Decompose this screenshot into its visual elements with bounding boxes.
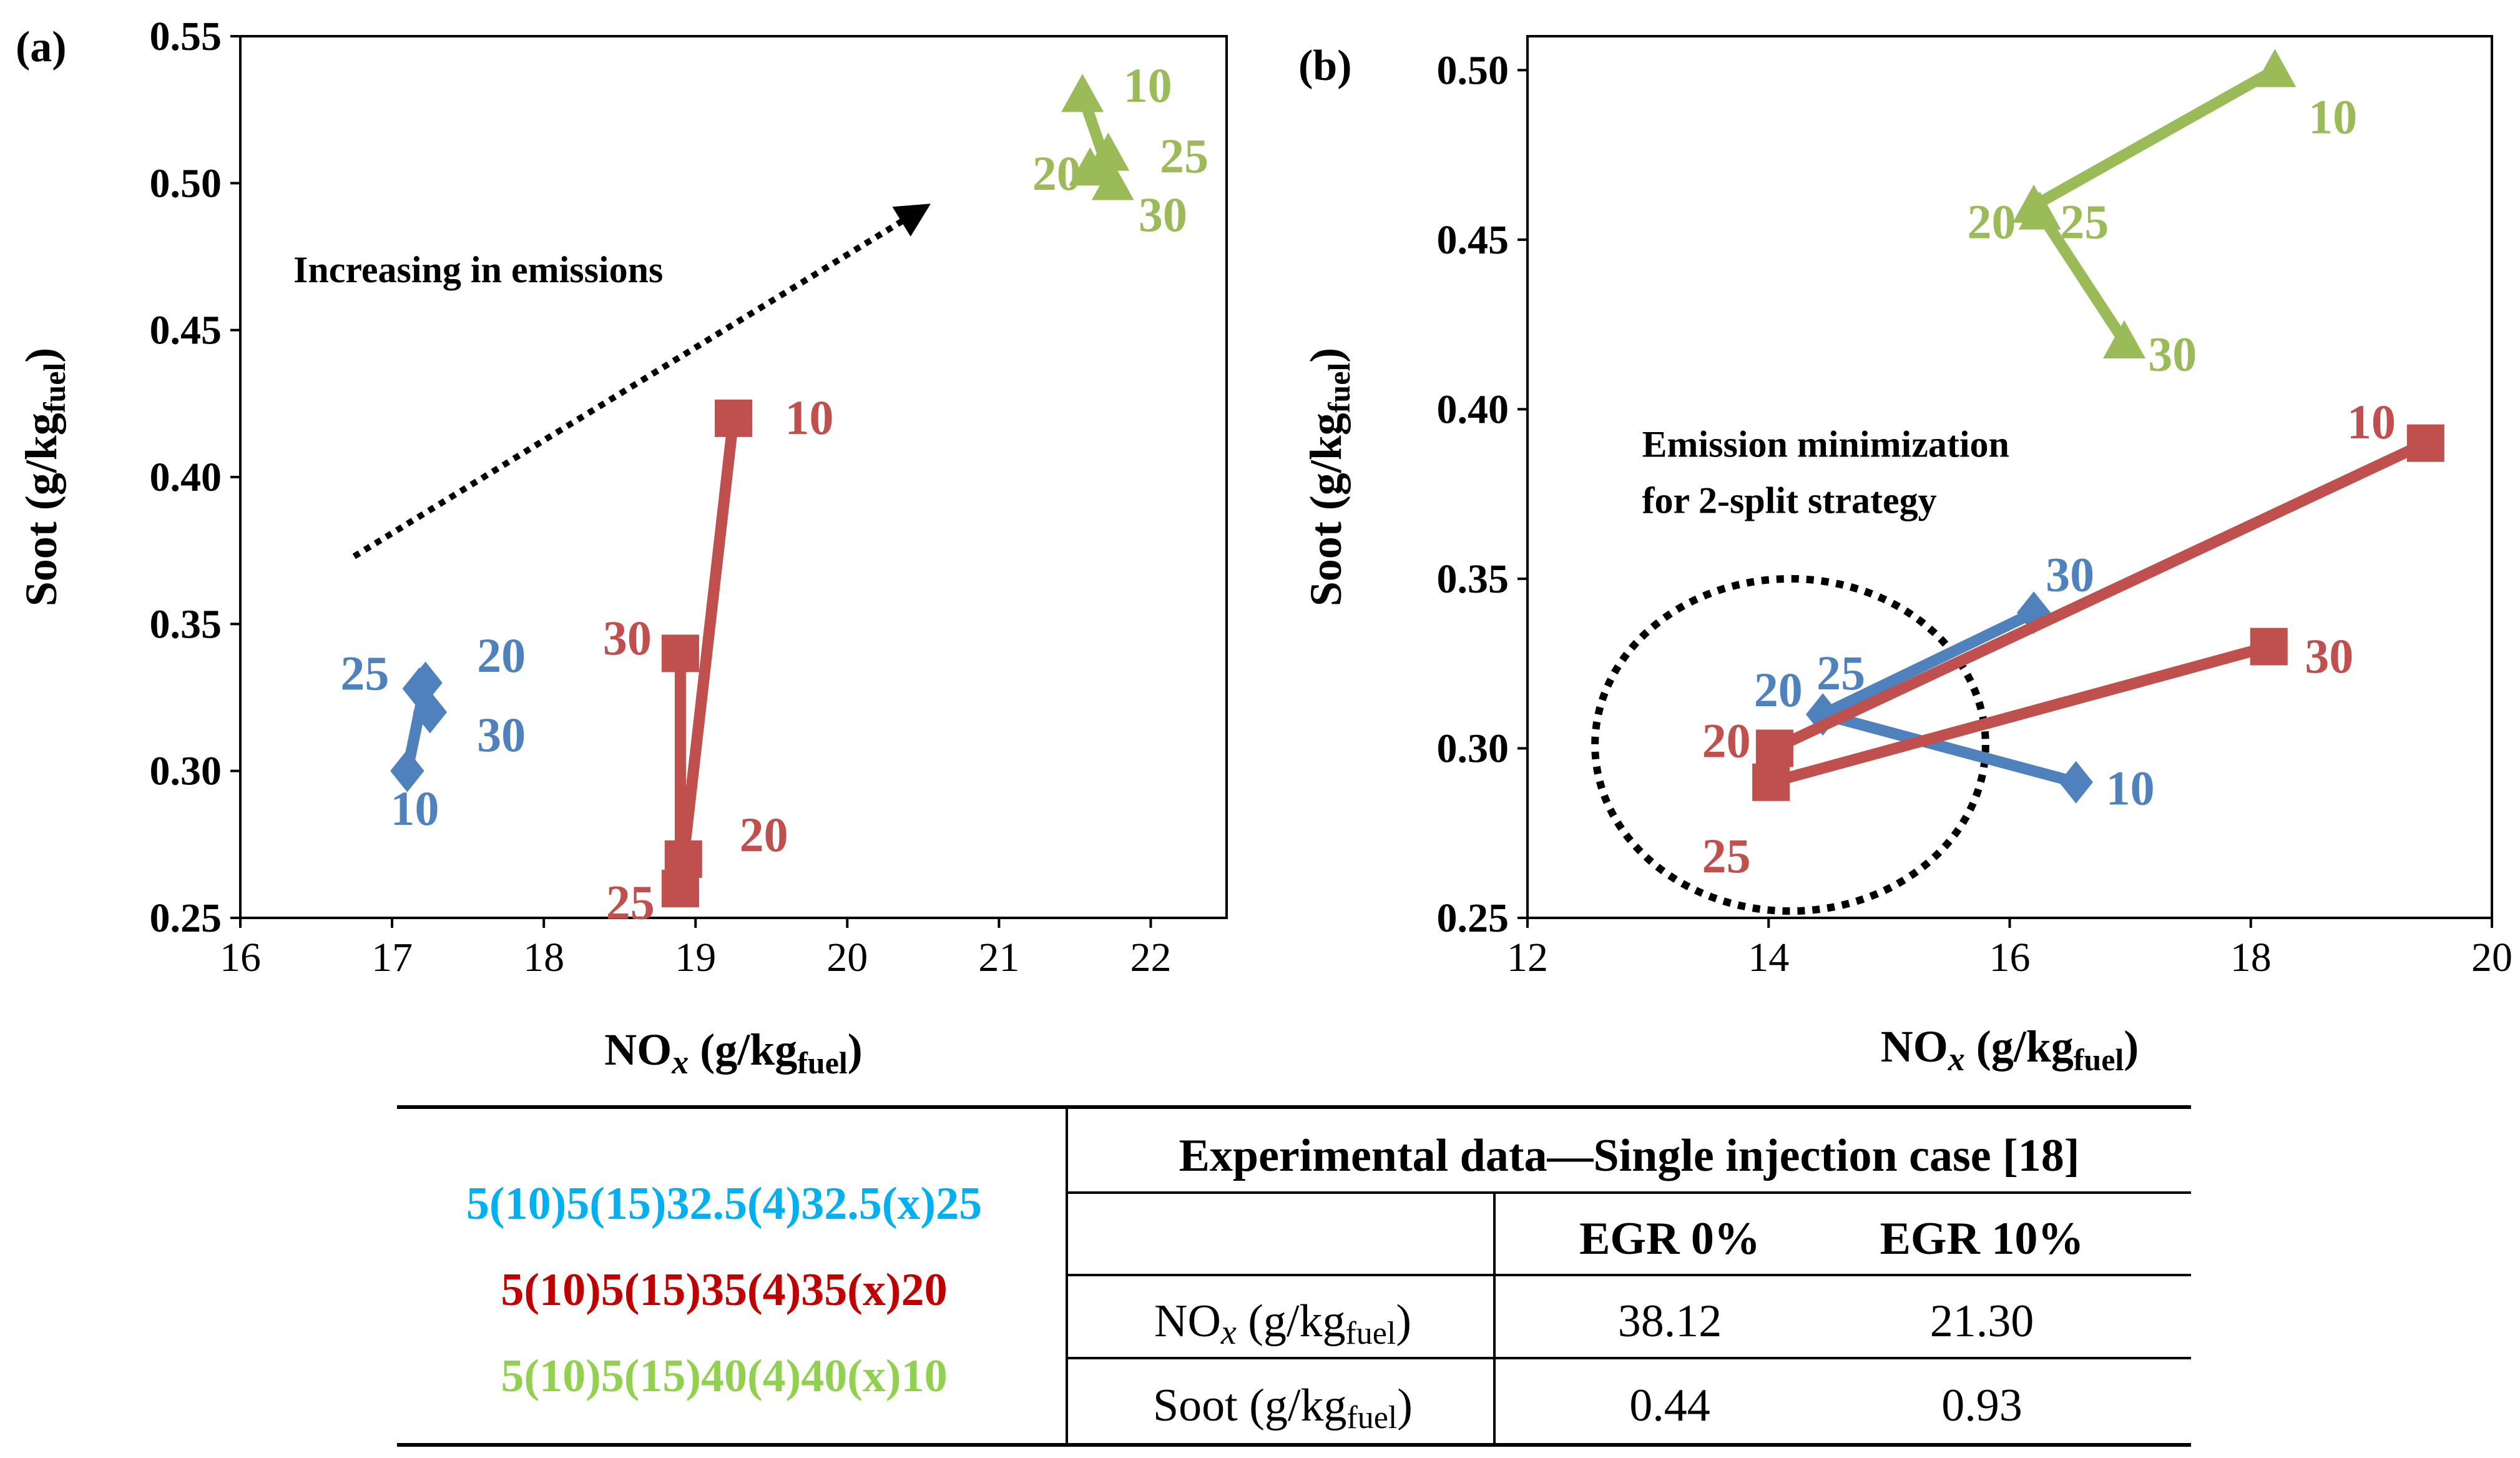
data-label: 25 (340, 646, 389, 700)
annotation-text: for 2-split strategy (1642, 480, 1936, 521)
data-label: 30 (2148, 327, 2197, 381)
data-point-triangle (2102, 320, 2145, 358)
data-point-triangle (2018, 191, 2061, 230)
y-tick-label: 0.30 (150, 749, 222, 794)
table-cell: 0.93 (1941, 1380, 2022, 1431)
data-label: 20 (1032, 146, 1081, 200)
y-tick-label: 0.50 (150, 160, 222, 206)
y-tick-label: 0.40 (150, 455, 222, 500)
data-label: 25 (606, 875, 655, 929)
x-tick-label: 12 (1507, 935, 1548, 980)
y-tick-label: 0.45 (150, 308, 222, 353)
legend-entry: 5(10)5(15)32.5(4)32.5(x)25 (466, 1178, 982, 1229)
panel-label: (b) (1298, 42, 1352, 90)
data-label: 30 (1139, 187, 1187, 242)
data-label: 10 (785, 390, 834, 445)
data-point-triangle (1069, 147, 1112, 185)
data-point-square (661, 634, 699, 672)
data-label: 20 (1702, 714, 1751, 768)
panel-a: (a) 16 17 18 19 20 21 22 0.25 0.30 0.35 0.40 0.45 0.5… (16, 14, 1228, 1081)
table-row-label: Soot (g/kgfuel) (1153, 1380, 1413, 1436)
x-tick-label: 19 (675, 935, 716, 980)
data-label: 30 (2305, 629, 2353, 683)
y-tick-label: 0.40 (1437, 387, 1509, 432)
data-label: 25 (1816, 646, 1865, 700)
data-label: 30 (603, 611, 652, 665)
x-tick-label: 16 (1989, 935, 2031, 980)
legend-entry: 5(10)5(15)35(4)35(x)20 (501, 1264, 947, 1316)
data-point-square (1752, 763, 1790, 801)
data-label: 10 (391, 781, 439, 835)
trend-arrow-line (352, 212, 915, 559)
data-label: 25 (1160, 129, 1209, 183)
data-point-diamond (402, 667, 437, 710)
table-row-label: NOx (g/kgfuel) (1154, 1296, 1411, 1352)
legend-entry: 5(10)5(15)40(4)40(x)10 (501, 1351, 947, 1402)
table-column-header: EGR 0% (1579, 1213, 1760, 1264)
table-cell: 0.44 (1629, 1380, 1710, 1431)
x-tick-label: 22 (1130, 935, 1171, 980)
data-label: 20 (1968, 195, 2016, 249)
figure: (a) 16 17 18 19 20 21 22 0.25 0.30 0.35 0.40 0.45 0.5… (16, 14, 2513, 1081)
x-axis-label: NOx (g/kgfuel) (1881, 1022, 2139, 1078)
x-tick-label: 17 (371, 935, 413, 980)
data-label: 20 (477, 628, 526, 682)
x-tick-label: 14 (1748, 935, 1789, 980)
panel-label: (a) (16, 23, 67, 71)
table-column-header: EGR 10% (1880, 1213, 2084, 1264)
y-tick-label: 0.30 (1437, 726, 1509, 771)
y-tick-label: 0.45 (1437, 217, 1509, 263)
x-tick-label: 16 (220, 935, 261, 980)
y-tick-label: 0.35 (1437, 556, 1509, 602)
y-axis-label: Soot (g/kgfuel) (16, 348, 72, 607)
y-tick-label: 0.50 (1437, 47, 1509, 93)
data-label: 25 (1702, 829, 1751, 883)
annotation-text: Increasing in emissions (293, 249, 663, 290)
y-tick-label: 0.55 (150, 14, 222, 59)
x-tick-label: 21 (978, 935, 1019, 980)
data-label: 10 (2347, 395, 2396, 449)
data-point-square (661, 869, 699, 907)
data-point-triangle (1091, 162, 1134, 200)
data-label: 30 (477, 707, 526, 762)
data-point-square (2250, 628, 2288, 666)
x-tick-label: 18 (2230, 935, 2272, 980)
y-tick-label: 0.25 (150, 895, 222, 941)
y-axis-label: Soot (g/kgfuel) (1301, 348, 1356, 607)
data-point-diamond (2059, 761, 2093, 804)
data-label: 25 (2060, 195, 2109, 249)
x-axis-label: NOx (g/kgfuel) (604, 1025, 863, 1081)
data-point-triangle (1061, 74, 1104, 112)
data-label: 10 (1124, 58, 1172, 112)
panel-b: (b) 12 14 16 18 20 0.25 0.30 0.35 0.40 0.45 0.50 NOx… (1298, 35, 2513, 1078)
data-point-square (1755, 729, 1793, 767)
x-tick-label: 18 (523, 935, 564, 980)
data-point-square (2406, 424, 2444, 462)
annotation-text: Emission minimization (1642, 423, 2009, 465)
data-point-triangle (2253, 49, 2297, 87)
data-point-diamond (390, 749, 424, 792)
trend-arrow-head (892, 204, 931, 237)
x-tick-label: 20 (2471, 935, 2513, 980)
table-cell: 21.30 (1930, 1296, 2034, 1347)
data-label: 20 (1754, 663, 1803, 717)
table-title: Experimental data—Single injection case … (1179, 1130, 2080, 1181)
data-label: 10 (2106, 761, 2155, 815)
table-cell: 38.12 (1618, 1296, 1722, 1347)
data-point-diamond (1805, 693, 1840, 736)
y-tick-label: 0.35 (150, 601, 222, 647)
data-label: 10 (2308, 89, 2357, 144)
x-tick-label: 20 (826, 935, 868, 980)
data-label: 20 (740, 807, 788, 862)
data-point-square (715, 399, 752, 437)
y-tick-label: 0.25 (1437, 895, 1509, 941)
data-label: 30 (2046, 547, 2094, 601)
minimization-ellipse (1591, 574, 1989, 915)
data-point-diamond (2016, 591, 2051, 634)
